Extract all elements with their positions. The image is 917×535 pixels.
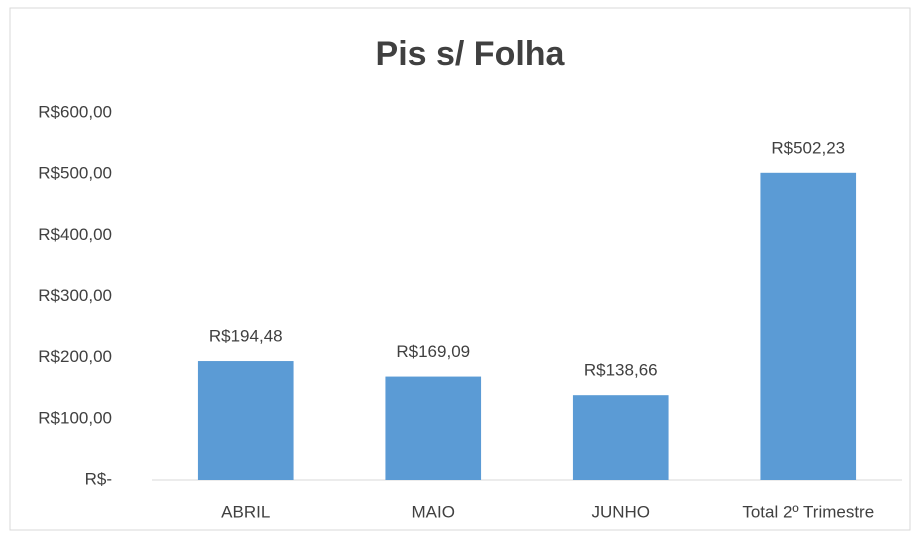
data-label: R$169,09 — [396, 342, 470, 361]
y-tick-label: R$- — [85, 469, 112, 488]
bar — [760, 172, 857, 480]
x-tick-label: Total 2º Trimestre — [742, 502, 874, 521]
y-tick-label: R$500,00 — [38, 164, 112, 183]
y-tick-label: R$100,00 — [38, 408, 112, 427]
x-tick-label: ABRIL — [221, 502, 270, 521]
y-tick-label: R$600,00 — [38, 102, 112, 121]
data-label: R$138,66 — [584, 361, 658, 380]
bar — [385, 376, 482, 480]
bar — [572, 395, 669, 480]
data-label: R$194,48 — [209, 327, 283, 346]
y-tick-label: R$300,00 — [38, 286, 112, 305]
y-tick-label: R$400,00 — [38, 225, 112, 244]
x-tick-label: JUNHO — [591, 502, 650, 521]
y-tick-label: R$200,00 — [38, 347, 112, 366]
x-tick-label: MAIO — [412, 502, 455, 521]
chart-title: Pis s/ Folha — [376, 35, 566, 73]
data-label: R$502,23 — [771, 138, 845, 157]
bar — [197, 361, 294, 480]
